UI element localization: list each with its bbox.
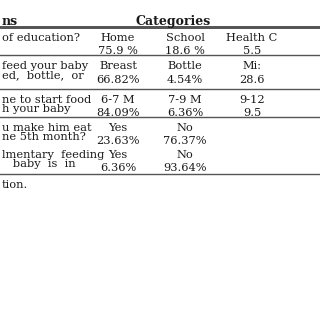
Text: lmentary  feeding: lmentary feeding [2,150,104,160]
Text: 84.09%: 84.09% [96,108,140,118]
Text: ne 5th month?: ne 5th month? [2,132,86,142]
Text: 9-12: 9-12 [239,95,265,105]
Text: Home: Home [101,33,135,43]
Text: Yes: Yes [108,123,128,133]
Text: 7-9 M: 7-9 M [168,95,202,105]
Text: 66.82%: 66.82% [96,75,140,85]
Text: tion.: tion. [2,180,28,190]
Text: 6.36%: 6.36% [167,108,203,118]
Text: Yes: Yes [108,150,128,160]
Text: h your baby: h your baby [2,104,70,114]
Text: ns: ns [2,15,18,28]
Text: of education?: of education? [2,33,80,43]
Text: Categories: Categories [135,15,211,28]
Text: ed,  bottle,  or: ed, bottle, or [2,70,84,80]
Text: School: School [165,33,204,43]
Text: Breast: Breast [99,61,137,71]
Text: No: No [177,123,193,133]
Text: 76.37%: 76.37% [163,136,207,146]
Text: 28.6: 28.6 [239,75,265,85]
Text: baby  is  in: baby is in [2,159,76,169]
Text: 93.64%: 93.64% [163,163,207,173]
Text: 9.5: 9.5 [243,108,261,118]
Text: ne to start food: ne to start food [2,95,91,105]
Text: Health C: Health C [226,33,278,43]
Text: Bottle: Bottle [168,61,202,71]
Text: Mi:: Mi: [243,61,261,71]
Text: 6.36%: 6.36% [100,163,136,173]
Text: 23.63%: 23.63% [96,136,140,146]
Text: 5.5: 5.5 [243,46,261,56]
Text: 4.54%: 4.54% [167,75,203,85]
Text: 75.9 %: 75.9 % [98,46,138,56]
Text: 6-7 M: 6-7 M [101,95,135,105]
Text: 18.6 %: 18.6 % [165,46,205,56]
Text: u make him eat: u make him eat [2,123,92,133]
Text: No: No [177,150,193,160]
Text: feed your baby: feed your baby [2,61,88,71]
